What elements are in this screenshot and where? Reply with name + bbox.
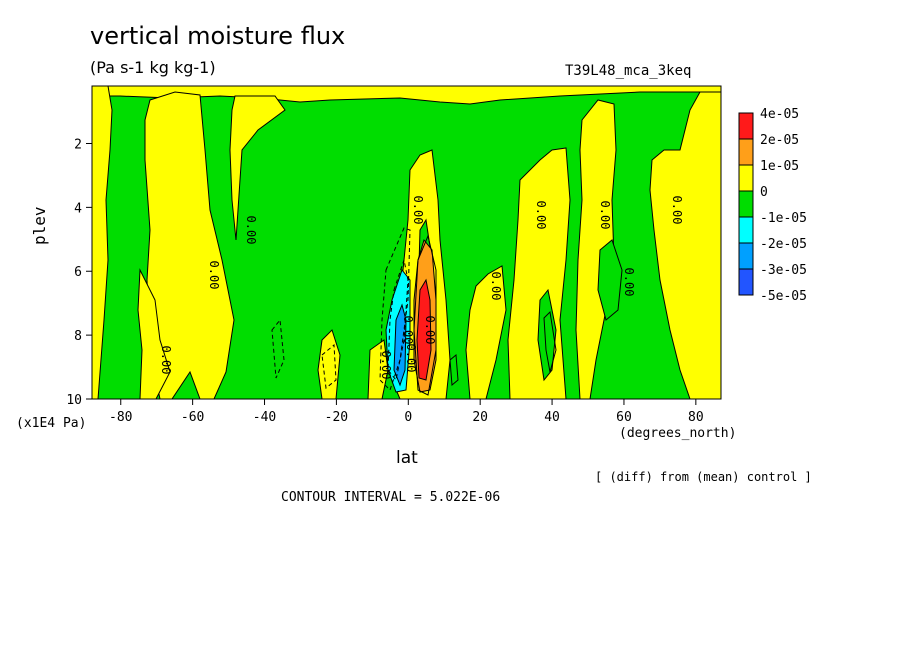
- region-deep-south-blob: [137, 268, 171, 399]
- x-ticks: -80 -60 -40 -20 0 20 40 60 80: [109, 399, 704, 425]
- legend-swatch: [738, 112, 754, 140]
- contour-label: 0.00: [207, 261, 221, 290]
- region-southpole-strip: [92, 86, 113, 399]
- legend-label: 0: [760, 185, 768, 200]
- legend-label: -3e-05: [760, 263, 807, 278]
- legend-label: -1e-05: [760, 211, 807, 226]
- region-north60-column: [575, 99, 617, 399]
- legend-label: -2e-05: [760, 237, 807, 252]
- y-tick-label: 6: [74, 265, 82, 280]
- positive-regions: [92, 86, 721, 399]
- contour-label: 0.00: [534, 201, 548, 230]
- x-tick-label: -80: [109, 410, 132, 425]
- contour-label: 0.00: [489, 272, 503, 301]
- chart-title: vertical moisture flux: [90, 22, 346, 50]
- region-south-column: [144, 91, 235, 399]
- contour-interval: CONTOUR INTERVAL = 5.022E-06: [281, 490, 501, 505]
- contour-label: 0.00: [423, 316, 437, 345]
- legend-swatch: [738, 164, 754, 192]
- contour-label: 0.00: [622, 268, 636, 297]
- contour-label: 0.00: [404, 344, 418, 373]
- region-north20-column: [465, 265, 507, 399]
- y-tick-label: 2: [74, 137, 82, 152]
- y-tick-label: 10: [66, 393, 82, 408]
- region-south-tongue: [229, 95, 286, 241]
- legend-label: 4e-05: [760, 107, 799, 122]
- legend-swatch: [738, 190, 754, 218]
- region-top-band: [92, 86, 721, 105]
- x-tick-label: 80: [688, 410, 704, 425]
- contour-label: 0.00: [670, 196, 684, 225]
- negative-contours: [271, 227, 411, 391]
- contour-labels: 0.000.000.000.000.00 0.000.000.000.00 0.00…: [159, 196, 684, 380]
- x-tick-label: 20: [472, 410, 488, 425]
- color-legend: 4e-05 2e-05 1e-05 0 -1e-05 -2e-05 -3e-05 -5e-05: [738, 107, 807, 304]
- x-tick-label: 60: [616, 410, 632, 425]
- x-tick-label: 40: [544, 410, 560, 425]
- chart-units: (Pa s-1 kg kg-1): [90, 58, 216, 77]
- contour-label: 0.00: [159, 346, 173, 375]
- x-axis-label: lat: [396, 448, 418, 468]
- legend-label: -5e-05: [760, 289, 807, 304]
- x-axis-units: (degrees_north): [619, 426, 737, 441]
- x-tick-label: -60: [181, 410, 204, 425]
- y-tick-label: 8: [74, 329, 82, 344]
- legend-swatch: [738, 216, 754, 244]
- legend-swatch: [738, 268, 754, 296]
- plot-frame: [91, 85, 722, 400]
- region-north80-column: [649, 91, 721, 399]
- contour-label: 0.00: [379, 351, 393, 380]
- y-ticks: 2 4 6 8 10: [66, 137, 92, 408]
- x-tick-label: -20: [325, 410, 348, 425]
- x-tick-label: 0: [404, 410, 412, 425]
- legend-swatch: [738, 242, 754, 270]
- legend-swatch: [738, 138, 754, 166]
- legend-label: 1e-05: [760, 159, 799, 174]
- region-blue-core: [393, 303, 407, 387]
- contour-label: 0.00: [401, 316, 415, 345]
- contour-label: 0.00: [598, 201, 612, 230]
- diff-note: [ (diff) from (mean) control ]: [595, 470, 812, 484]
- x-tick-label: -40: [253, 410, 276, 425]
- positive-contours: [413, 234, 557, 396]
- contour-label: 0.00: [244, 216, 258, 245]
- region-red-core: [416, 278, 432, 381]
- legend-label: 2e-05: [760, 133, 799, 148]
- contour-label: 0.00: [411, 196, 425, 225]
- run-label: T39L48_mca_3keq: [565, 63, 692, 79]
- patch-north40: [537, 288, 557, 382]
- patch-north60: [597, 239, 623, 321]
- y-tick-label: 4: [74, 201, 82, 216]
- y-axis-units: (x1E4 Pa): [16, 416, 87, 431]
